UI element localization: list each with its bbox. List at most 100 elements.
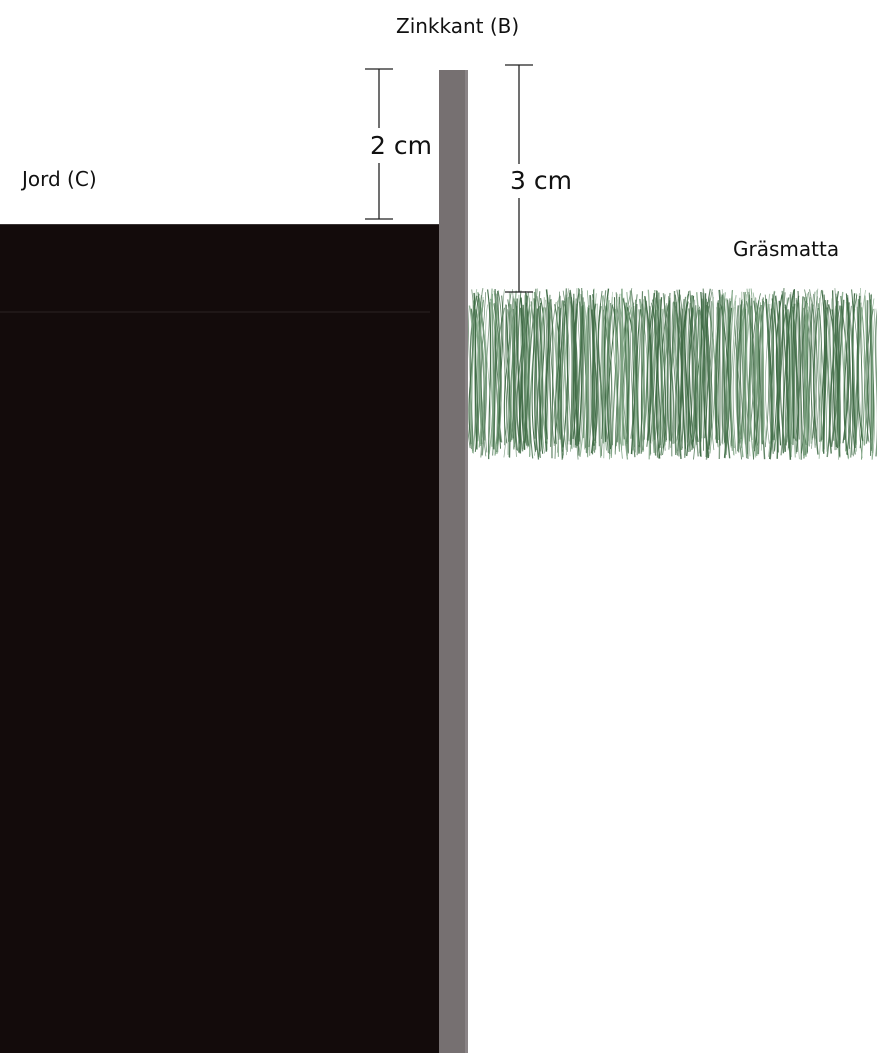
grass-blade bbox=[618, 303, 626, 451]
grass-blade bbox=[695, 292, 701, 441]
grass-blade bbox=[559, 301, 565, 450]
grass-blade bbox=[520, 297, 526, 450]
grass-blade bbox=[770, 308, 774, 454]
grass-blade bbox=[828, 304, 839, 447]
grass-blade bbox=[805, 307, 811, 457]
grass-blade bbox=[669, 290, 676, 442]
grass-blade bbox=[717, 289, 721, 446]
grass-blade bbox=[487, 289, 492, 460]
grass-blade bbox=[842, 293, 851, 444]
grass-blade bbox=[786, 289, 795, 460]
grass-blade bbox=[747, 294, 752, 460]
grass-blade bbox=[651, 292, 657, 456]
grass-blade bbox=[856, 295, 864, 441]
grass-blade bbox=[514, 301, 518, 451]
grass-blade bbox=[654, 294, 661, 448]
grass-blade bbox=[632, 299, 637, 458]
grass-blade bbox=[870, 303, 874, 454]
grass-blade bbox=[533, 308, 540, 460]
grass-blade bbox=[719, 289, 724, 445]
grass-blade bbox=[640, 291, 644, 454]
grass-blade bbox=[569, 289, 578, 439]
grass-blade bbox=[761, 298, 767, 443]
grass-blade bbox=[493, 290, 500, 448]
grass-blade bbox=[682, 296, 687, 458]
zinc-edging-highlight bbox=[465, 70, 468, 1053]
grass-blade bbox=[798, 302, 802, 460]
grass-blade bbox=[745, 298, 753, 441]
grass-blade bbox=[662, 294, 666, 449]
grass-blade bbox=[524, 306, 531, 457]
grass-blade bbox=[573, 293, 577, 448]
grass-blade bbox=[742, 306, 752, 456]
grass-blade bbox=[531, 298, 537, 452]
grass-blade bbox=[838, 306, 843, 447]
grass-blade bbox=[604, 288, 610, 442]
grass-blade bbox=[495, 307, 506, 443]
grass-blade bbox=[586, 308, 590, 454]
grass-blade bbox=[694, 309, 700, 457]
grass-blade bbox=[583, 302, 588, 450]
grass-blade bbox=[684, 301, 690, 457]
grass-blade bbox=[524, 295, 529, 447]
grass-blade bbox=[544, 299, 549, 444]
grass-blade bbox=[592, 299, 597, 453]
grass-blade bbox=[822, 290, 826, 439]
grass-blade bbox=[622, 298, 630, 456]
grass-blade bbox=[680, 308, 684, 450]
grass-blade bbox=[574, 298, 579, 447]
grass-blade bbox=[550, 299, 554, 459]
grass-blade bbox=[536, 296, 543, 452]
grass-blade bbox=[775, 295, 780, 453]
grass-blade bbox=[505, 304, 511, 458]
grass-blade bbox=[874, 307, 877, 457]
grass-blade bbox=[687, 302, 692, 451]
grass-blade bbox=[827, 304, 832, 447]
grass-blade bbox=[577, 306, 583, 445]
grass-blade bbox=[698, 291, 703, 457]
grass-blade bbox=[751, 297, 756, 460]
grass-blade bbox=[715, 302, 719, 444]
grass-blade bbox=[560, 300, 565, 459]
grass-blade bbox=[510, 296, 515, 442]
grass-blade bbox=[706, 288, 711, 450]
dimension-left bbox=[365, 68, 393, 220]
grass-blade bbox=[469, 300, 474, 446]
grass-blade bbox=[632, 304, 637, 453]
grass-blade bbox=[485, 304, 491, 440]
grass-blade bbox=[816, 290, 823, 459]
grass-blade bbox=[871, 308, 876, 460]
grass-blade bbox=[792, 306, 796, 439]
grass-blade bbox=[710, 292, 715, 451]
grass-blade bbox=[589, 295, 595, 455]
grass-blade bbox=[807, 304, 814, 447]
grass-blade bbox=[756, 302, 762, 450]
grass-blade bbox=[603, 309, 612, 440]
grass-blade bbox=[759, 297, 764, 445]
grass-blade bbox=[810, 303, 813, 440]
grass-blade bbox=[636, 309, 642, 454]
grass-blade bbox=[612, 306, 619, 455]
soil-block bbox=[0, 224, 439, 1053]
grass-blade bbox=[672, 302, 678, 454]
grass-blade bbox=[700, 292, 705, 442]
grass-blade bbox=[717, 300, 721, 460]
grass-blade bbox=[803, 302, 809, 459]
grass-blade bbox=[662, 293, 669, 442]
grass-blade bbox=[548, 294, 552, 447]
grass-blade bbox=[727, 290, 733, 448]
grass-blade bbox=[615, 299, 621, 452]
grass-blade bbox=[507, 301, 516, 441]
measurement-left-label: 2 cm bbox=[370, 131, 432, 160]
grass-blade bbox=[736, 305, 740, 453]
grass-blade bbox=[814, 296, 818, 447]
edging-label: Zinkkant (B) bbox=[396, 14, 519, 38]
grass-blade bbox=[838, 306, 842, 460]
grass-blade bbox=[475, 295, 482, 442]
grass-blade bbox=[739, 297, 744, 444]
grass-blade bbox=[478, 288, 484, 458]
grass-blade bbox=[765, 303, 771, 444]
grass-blade bbox=[488, 293, 494, 455]
grass-blade bbox=[504, 304, 507, 446]
